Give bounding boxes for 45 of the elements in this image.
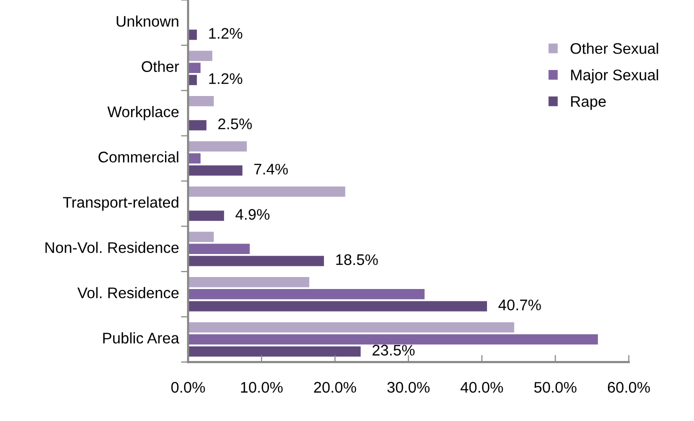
- bar: [188, 346, 361, 357]
- bar: [188, 186, 346, 197]
- legend-label: Rape: [571, 96, 606, 110]
- y-tick-label: Other: [142, 60, 180, 72]
- bar: [188, 210, 224, 221]
- bar: [188, 276, 310, 288]
- bar: [188, 50, 212, 61]
- y-tick-label: Transport-related: [63, 196, 178, 211]
- bar: [188, 232, 214, 242]
- bar: [188, 96, 214, 106]
- data-label: 2.5%: [218, 118, 252, 130]
- bar: [188, 30, 197, 40]
- x-tick-label: 0.0%: [171, 382, 205, 393]
- legend-label: Major Sexual: [571, 69, 658, 84]
- data-label: 18.5%: [336, 254, 378, 266]
- bar: [188, 256, 324, 266]
- bar: [188, 62, 201, 74]
- data-label: 4.9%: [236, 209, 270, 220]
- bar: [188, 334, 598, 345]
- y-tick-label: Workplace: [107, 106, 179, 120]
- data-label: 7.4%: [254, 164, 288, 175]
- data-label: 1.2%: [209, 73, 242, 84]
- y-tick-label: Public Area: [103, 332, 180, 344]
- bar: [188, 244, 250, 254]
- legend-label: Other Sexual: [570, 42, 658, 54]
- y-tick-label: Unknown: [116, 16, 178, 27]
- x-tick-label: 20.0%: [314, 382, 356, 393]
- y-tick-label: Commercial: [98, 151, 178, 162]
- x-tick-label: 30.0%: [387, 382, 430, 393]
- x-tick-label: 40.0%: [460, 382, 503, 393]
- bar: [188, 165, 242, 176]
- y-tick-label: Vol. Residence: [77, 287, 179, 298]
- y-tick-label: Non-Vol. Residence: [45, 242, 179, 254]
- data-label: 40.7%: [498, 300, 541, 310]
- data-label: 23.5%: [372, 344, 415, 356]
- bar: [188, 322, 514, 332]
- x-tick-label: 60.0%: [608, 382, 650, 393]
- bar: [188, 153, 201, 164]
- x-tick-label: 10.0%: [241, 382, 283, 393]
- data-label: 1.2%: [209, 28, 242, 39]
- x-tick-label: 50.0%: [534, 382, 576, 393]
- bar: [188, 120, 206, 130]
- bar: [188, 141, 247, 152]
- bar: [188, 289, 425, 300]
- bar: [188, 301, 488, 312]
